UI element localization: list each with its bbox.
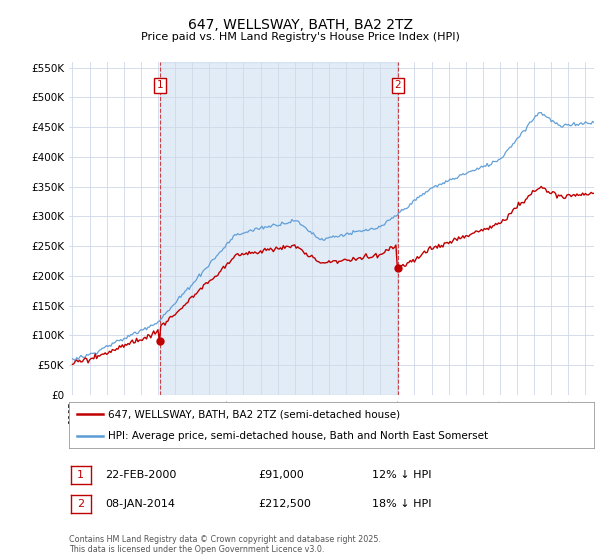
Text: 22-FEB-2000: 22-FEB-2000 — [105, 470, 176, 480]
Text: Price paid vs. HM Land Registry's House Price Index (HPI): Price paid vs. HM Land Registry's House … — [140, 32, 460, 42]
Text: 18% ↓ HPI: 18% ↓ HPI — [372, 499, 431, 509]
Text: 1: 1 — [157, 81, 163, 90]
Bar — [160, 62, 398, 395]
Text: 2: 2 — [395, 81, 401, 90]
Text: Contains HM Land Registry data © Crown copyright and database right 2025.
This d: Contains HM Land Registry data © Crown c… — [69, 535, 381, 554]
Text: 1: 1 — [77, 470, 84, 480]
Text: £212,500: £212,500 — [258, 499, 311, 509]
Text: 12% ↓ HPI: 12% ↓ HPI — [372, 470, 431, 480]
Text: 2: 2 — [77, 499, 84, 509]
Text: HPI: Average price, semi-detached house, Bath and North East Somerset: HPI: Average price, semi-detached house,… — [109, 431, 488, 441]
Text: £91,000: £91,000 — [258, 470, 304, 480]
Text: 08-JAN-2014: 08-JAN-2014 — [105, 499, 175, 509]
Text: 647, WELLSWAY, BATH, BA2 2TZ (semi-detached house): 647, WELLSWAY, BATH, BA2 2TZ (semi-detac… — [109, 409, 401, 419]
Text: 647, WELLSWAY, BATH, BA2 2TZ: 647, WELLSWAY, BATH, BA2 2TZ — [187, 18, 413, 32]
